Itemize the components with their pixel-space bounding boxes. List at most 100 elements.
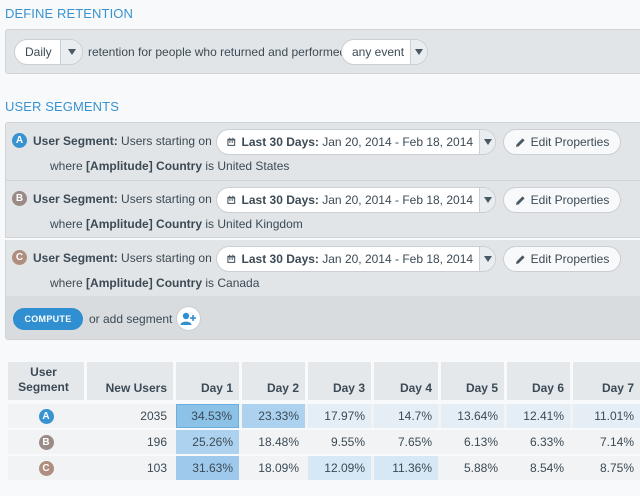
- edit-properties-label: Edit Properties: [530, 135, 610, 149]
- where-condition: is United States: [202, 159, 290, 173]
- date-range-bold: Last 30 Days:: [241, 135, 319, 149]
- retention-cell[interactable]: 5.88%: [463, 461, 498, 475]
- table-header[interactable]: Day 5: [441, 362, 504, 400]
- user-segment-row: A User Segment: Users starting on Last 30 …: [5, 122, 640, 181]
- retention-cell[interactable]: 6.33%: [529, 435, 564, 449]
- pencil-icon: [515, 254, 525, 264]
- date-range-bold: Last 30 Days:: [241, 252, 319, 266]
- segment-letter-badge: C: [12, 250, 27, 265]
- date-range-value: Jan 20, 2014 - Feb 18, 2014: [318, 193, 474, 207]
- chevron-down-icon: [479, 188, 495, 212]
- add-segment-button[interactable]: [176, 306, 201, 331]
- new-users-cell: 2035: [140, 409, 167, 423]
- pencil-icon: [515, 137, 525, 147]
- table-header[interactable]: Day 3: [308, 362, 371, 400]
- where-property: [Amplitude] Country: [86, 276, 203, 290]
- define-retention-title: DEFINE RETENTION: [5, 6, 133, 21]
- date-range-bold: Last 30 Days:: [241, 193, 319, 207]
- table-header[interactable]: Day 2: [242, 362, 305, 400]
- date-range-select[interactable]: Last 30 Days: Jan 20, 2014 - Feb 18, 201…: [216, 246, 496, 272]
- segment-letter-badge: A: [12, 133, 27, 148]
- new-users-cell: 103: [146, 461, 167, 475]
- segment-label-rest: Users starting on: [117, 251, 212, 265]
- retention-cell[interactable]: 11.36%: [374, 456, 438, 480]
- segment-label-rest: Users starting on: [117, 192, 212, 206]
- retention-cell[interactable]: 12.41%: [507, 404, 570, 428]
- retention-cell[interactable]: 25.26%: [176, 430, 239, 454]
- retention-cell[interactable]: 34.53%: [176, 404, 239, 428]
- retention-cell[interactable]: 8.75%: [599, 461, 634, 475]
- retention-cell[interactable]: 6.13%: [463, 435, 498, 449]
- compute-bar: COMPUTE or add segment: [5, 296, 640, 340]
- table-header[interactable]: Day 1: [176, 362, 239, 400]
- date-range-select[interactable]: Last 30 Days: Jan 20, 2014 - Feb 18, 201…: [216, 187, 496, 213]
- segment-filter: where [Amplitude] Country is United Stat…: [50, 159, 289, 173]
- table-row: [8, 430, 640, 454]
- user-segments-title: USER SEGMENTS: [5, 99, 119, 114]
- event-select-value: any event: [352, 45, 405, 59]
- chevron-down-icon: [479, 247, 495, 271]
- retention-cell[interactable]: 7.65%: [397, 435, 432, 449]
- retention-cell[interactable]: 31.63%: [176, 456, 239, 480]
- segment-letter-badge: A: [38, 408, 54, 424]
- segment-label-bold: User Segment:: [33, 251, 118, 265]
- event-select[interactable]: any event: [341, 39, 428, 65]
- table-header[interactable]: Day 6: [507, 362, 570, 400]
- new-users-cell: 196: [146, 435, 167, 449]
- retention-cell[interactable]: 18.48%: [258, 435, 299, 449]
- segment-label: User Segment: Users starting on: [33, 192, 212, 206]
- table-header[interactable]: Day 7: [573, 362, 640, 400]
- calendar-icon: [227, 195, 236, 204]
- calendar-icon: [227, 137, 236, 146]
- segment-label: User Segment: Users starting on: [33, 134, 212, 148]
- where-property: [Amplitude] Country: [86, 217, 203, 231]
- edit-properties-button[interactable]: Edit Properties: [503, 187, 621, 213]
- where-condition: is Canada: [202, 276, 260, 290]
- segment-letter-badge: C: [38, 460, 54, 476]
- user-segment-row: B User Segment: Users starting on Last 30 …: [5, 181, 640, 238]
- chevron-down-icon: [410, 40, 427, 64]
- define-retention-panel: Daily retention for people who returned …: [5, 29, 640, 74]
- segment-filter: where [Amplitude] Country is United King…: [50, 217, 303, 231]
- edit-properties-label: Edit Properties: [530, 193, 610, 207]
- table-header[interactable]: New Users: [87, 362, 173, 400]
- where-prefix: where: [50, 217, 87, 231]
- table-header[interactable]: Day 4: [374, 362, 438, 400]
- date-range-value: Jan 20, 2014 - Feb 18, 2014: [318, 135, 474, 149]
- where-prefix: where: [50, 276, 87, 290]
- retention-cell[interactable]: 8.54%: [529, 461, 564, 475]
- segment-label-bold: User Segment:: [33, 192, 118, 206]
- chevron-down-icon: [479, 130, 495, 154]
- pencil-icon: [515, 195, 525, 205]
- segment-filter: where [Amplitude] Country is Canada: [50, 276, 259, 290]
- retention-cell[interactable]: 14.7%: [374, 404, 438, 428]
- date-range-value: Jan 20, 2014 - Feb 18, 2014: [318, 252, 474, 266]
- retention-cell[interactable]: 12.09%: [308, 456, 371, 480]
- compute-button[interactable]: COMPUTE: [13, 308, 83, 330]
- period-select-value: Daily: [25, 45, 52, 59]
- segment-cell: C: [8, 456, 84, 480]
- where-condition: is United Kingdom: [202, 217, 303, 231]
- add-user-icon: [180, 312, 196, 325]
- retention-cell[interactable]: 9.55%: [330, 435, 365, 449]
- segment-label: User Segment: Users starting on: [33, 251, 212, 265]
- edit-properties-label: Edit Properties: [530, 252, 610, 266]
- retention-cell[interactable]: 11.01%: [573, 404, 640, 428]
- edit-properties-button[interactable]: Edit Properties: [503, 129, 621, 155]
- retention-cell[interactable]: 23.33%: [242, 404, 305, 428]
- edit-properties-button[interactable]: Edit Properties: [503, 246, 621, 272]
- retention-cell[interactable]: 13.64%: [441, 404, 504, 428]
- retention-cell[interactable]: 7.14%: [599, 435, 634, 449]
- user-segment-row: C User Segment: Users starting on Last 30 …: [5, 240, 640, 297]
- period-select[interactable]: Daily: [14, 39, 83, 65]
- where-property: [Amplitude] Country: [86, 159, 203, 173]
- date-range-select[interactable]: Last 30 Days: Jan 20, 2014 - Feb 18, 201…: [216, 129, 496, 155]
- segment-letter-badge: B: [12, 191, 27, 206]
- where-prefix: where: [50, 159, 87, 173]
- retention-sentence: retention for people who returned and pe…: [88, 45, 347, 59]
- retention-cell[interactable]: 18.09%: [258, 461, 299, 475]
- retention-cell[interactable]: 17.97%: [308, 404, 371, 428]
- table-header[interactable]: User Segment: [8, 362, 84, 400]
- segment-label-bold: User Segment:: [33, 134, 118, 148]
- segment-letter-badge: B: [38, 434, 54, 450]
